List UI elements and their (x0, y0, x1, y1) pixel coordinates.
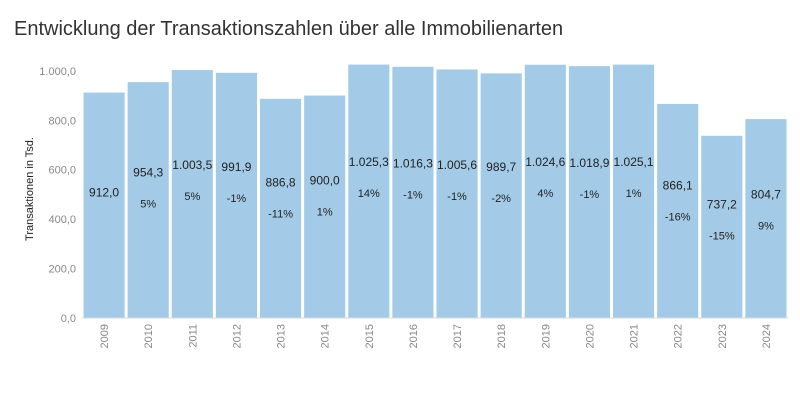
change-label: -1% (227, 193, 247, 205)
x-tick-label: 2009 (99, 324, 111, 348)
x-tick-label: 2018 (496, 324, 508, 348)
data-label: 1.016,3 (393, 156, 433, 170)
x-tick-label: 2010 (143, 324, 155, 348)
change-label: -11% (268, 208, 293, 220)
change-label: 5% (140, 198, 156, 210)
x-tick-label: 2014 (320, 324, 332, 348)
data-label: 1.025,3 (349, 155, 389, 169)
bar (568, 66, 610, 318)
bar (392, 66, 434, 318)
data-label: 1.005,6 (437, 158, 477, 172)
change-label: -1% (403, 189, 423, 201)
x-tick-label: 2011 (187, 324, 199, 348)
change-label: 14% (358, 188, 380, 200)
chart-title: Entwicklung der Transaktionszahlen über … (14, 18, 564, 40)
x-tick-label: 2017 (452, 324, 464, 348)
x-tick-label: 2019 (540, 324, 552, 348)
x-tick-label: 2021 (629, 324, 641, 348)
data-label: 804,7 (751, 188, 781, 202)
data-label: 886,8 (266, 175, 296, 189)
change-label: 5% (184, 191, 200, 203)
data-label: 991,9 (221, 160, 251, 174)
bar (171, 69, 213, 319)
bar (260, 98, 302, 318)
bar (127, 82, 169, 318)
y-tick-label: 0,0 (61, 313, 76, 325)
y-tick-label: 400,0 (48, 214, 76, 226)
bar (348, 64, 390, 319)
data-label: 737,2 (707, 198, 737, 212)
bar (701, 135, 743, 318)
data-label: 912,0 (89, 185, 119, 199)
change-label: 4% (537, 188, 553, 200)
change-label: -1% (447, 191, 467, 203)
x-tick-label: 2024 (761, 324, 773, 348)
y-axis-label: Transaktionen in Tsd. (24, 137, 36, 241)
x-tick-label: 2015 (364, 324, 376, 348)
change-label: 9% (758, 221, 774, 233)
bar (215, 72, 257, 318)
bar (745, 119, 787, 319)
data-label: 900,0 (310, 174, 340, 188)
change-label: 1% (626, 188, 642, 200)
bar (657, 103, 699, 318)
change-label: -1% (580, 189, 600, 201)
data-label: 1.025,1 (614, 155, 654, 169)
data-label: 1.024,6 (525, 155, 565, 169)
bar (83, 92, 125, 318)
y-tick-label: 800,0 (48, 115, 76, 127)
data-label: 1.003,5 (172, 158, 212, 172)
change-label: -16% (665, 212, 691, 224)
change-label: 1% (317, 207, 333, 219)
x-tick-label: 2023 (717, 324, 729, 348)
x-tick-label: 2012 (231, 324, 243, 348)
x-tick-label: 2020 (584, 324, 596, 348)
x-tick-label: 2013 (276, 324, 288, 348)
x-tick-label: 2016 (408, 324, 420, 348)
bar (436, 69, 478, 318)
bar (524, 64, 566, 318)
y-tick-label: 200,0 (48, 264, 76, 276)
bar (304, 95, 346, 318)
data-label: 954,3 (133, 165, 163, 179)
x-tick-label: 2022 (673, 324, 685, 348)
bar (480, 73, 522, 318)
change-label: -15% (709, 231, 735, 243)
data-label: 866,1 (663, 179, 693, 193)
data-label: 989,7 (486, 160, 516, 174)
bar (613, 64, 655, 319)
change-label: -2% (491, 193, 511, 205)
y-tick-label: 600,0 (48, 165, 76, 177)
y-tick-label: 1.000,0 (39, 66, 76, 78)
data-label: 1.018,9 (569, 156, 609, 170)
